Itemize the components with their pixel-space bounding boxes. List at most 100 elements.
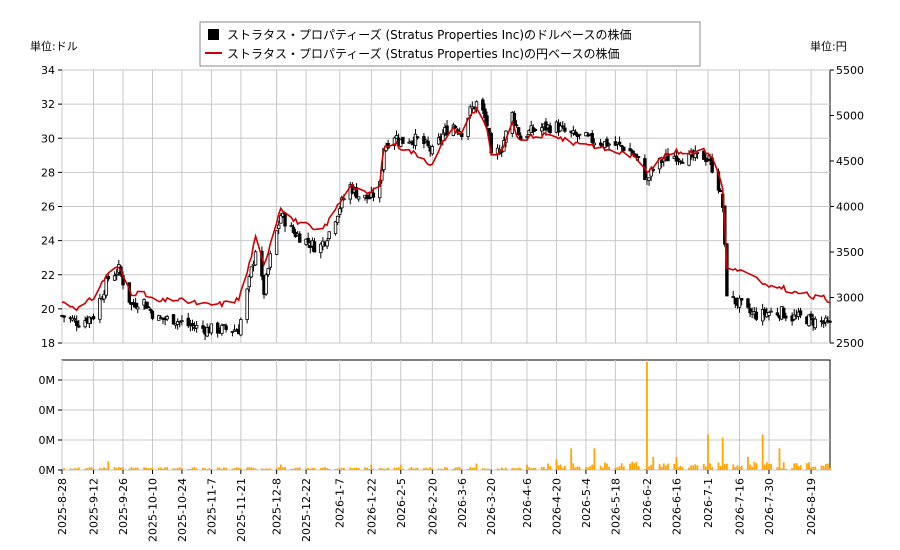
volume-bar-236 [755, 463, 758, 470]
volume-bar-137 [467, 468, 469, 470]
volume-bar-204 [662, 463, 665, 470]
x-tick-label-1: 2025-9-12 [88, 478, 101, 535]
candle-7 [83, 316, 87, 329]
volume-bar-13 [101, 468, 103, 470]
candle-9 [87, 316, 92, 329]
volume-bar-138 [469, 467, 472, 470]
candle-233 [748, 303, 752, 318]
x-tick-label-22: 2026-7-16 [734, 478, 747, 535]
x-axis-ticks: 2025-8-28 2025-9-12 2025-9-26 2025-10-10 202… [56, 470, 818, 542]
candle-72 [274, 230, 279, 256]
volume-bar-179 [589, 466, 592, 470]
candle-66 [253, 249, 258, 266]
volume-bar-96 [343, 467, 345, 470]
legend-usd-label: ストラタス・プロパティーズ (Stratus Properties Inc)のド… [227, 27, 631, 42]
volume-bar-189 [618, 466, 621, 470]
candle-189 [617, 136, 622, 147]
x-tick-label-19: 2026-6-2 [641, 478, 654, 528]
volume-bar-152 [511, 468, 514, 470]
volume-bar-176 [578, 466, 581, 470]
candle-162 [540, 122, 544, 136]
right-unit-label: 単位:円 [810, 39, 847, 53]
volume-bar-88 [322, 467, 324, 470]
volume-bar-182 [599, 465, 602, 470]
candle-57 [230, 330, 235, 337]
volume-bar-111 [387, 467, 390, 470]
x-tick-label-2: 2025-9-26 [117, 478, 130, 535]
volume-bar-178 [587, 467, 589, 470]
right-tick-label-1: 3000 [836, 292, 864, 305]
volume-bar-55 [223, 467, 225, 470]
volume-bars [61, 362, 831, 470]
candle-248 [792, 309, 796, 321]
volume-bar-37 [172, 468, 175, 470]
x-tick-label-13: 2026-3-6 [456, 478, 469, 528]
volume-bar-142 [481, 468, 484, 470]
volume-bar-16 [107, 461, 110, 470]
candle-178 [586, 132, 590, 138]
volume-bar-8 [86, 468, 89, 470]
candle-192 [628, 142, 632, 152]
volume-bar-57 [231, 468, 234, 470]
volume-bar-39 [176, 467, 179, 470]
volume-bar-158 [528, 467, 531, 470]
candle-104 [367, 193, 371, 200]
volume-bar-125 [429, 467, 432, 470]
candle-5 [75, 315, 79, 332]
candle-11 [91, 313, 96, 321]
right-tick-label-0: 2500 [836, 337, 864, 350]
left-tick-label-6: 30 [41, 132, 55, 145]
volume-bar-229 [736, 465, 739, 470]
volume-bar-254 [810, 467, 812, 470]
volume-bar-213 [690, 465, 693, 470]
candle-174 [573, 129, 578, 136]
volume-bar-240 [768, 464, 770, 470]
volume-bar-184 [603, 462, 606, 470]
volume-bar-131 [446, 467, 448, 470]
volume-bar-38 [174, 468, 177, 470]
volume-bar-147 [496, 468, 499, 470]
candle-36 [165, 314, 169, 322]
volume-bar-194 [633, 463, 636, 470]
volume-bar-61 [239, 468, 242, 470]
volume-bar-155 [517, 467, 520, 470]
volume-bar-140 [473, 467, 476, 470]
volume-bar-211 [681, 467, 684, 470]
candle-142 [481, 97, 485, 115]
volume-bar-17 [113, 467, 116, 470]
x-tick-label-12: 2026-2-20 [426, 478, 439, 535]
volume-bar-91 [328, 468, 331, 470]
candle-73 [277, 220, 281, 235]
candle-64 [249, 266, 254, 279]
volume-bar-86 [313, 467, 316, 470]
volume-bar-195 [635, 462, 638, 470]
candle-258 [821, 319, 826, 328]
volume-bar-233 [749, 464, 751, 470]
volume-bar-238 [763, 464, 766, 470]
vol-tick-label-0: 0M [39, 374, 56, 387]
volume-bar-154 [515, 468, 518, 470]
candle-78 [291, 224, 296, 235]
volume-bar-26 [136, 467, 139, 470]
candle-76 [283, 211, 287, 232]
candle-211 [681, 158, 685, 164]
candle-228 [733, 297, 738, 308]
volume-bar-248 [793, 463, 796, 470]
volume-bar-97 [349, 467, 352, 470]
volume-bar-198 [646, 362, 648, 470]
candle-54 [220, 323, 224, 336]
volume-bar-53 [218, 467, 221, 470]
volume-bar-70 [267, 468, 270, 470]
volume-bar-117 [408, 468, 411, 470]
volume-bar-90 [326, 468, 329, 470]
x-tick-label-16: 2026-4-20 [550, 478, 563, 535]
volume-bar-15 [105, 468, 108, 470]
candle-231 [739, 298, 744, 306]
volume-bar-81 [298, 467, 301, 470]
volume-bar-124 [427, 468, 430, 470]
volume-bar-59 [235, 467, 238, 470]
volume-bar-68 [263, 469, 265, 470]
volume-bar-45 [193, 467, 196, 470]
volume-bar-103 [366, 467, 368, 470]
candle-166 [548, 122, 552, 135]
